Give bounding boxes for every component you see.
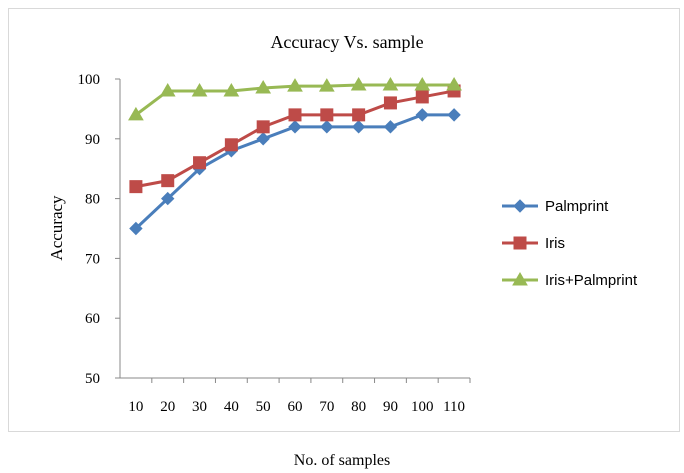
legend-swatch-marker [512,272,528,286]
data-point-palmprint [447,108,461,122]
legend-item-iris-palmprint: Iris+Palmprint [502,272,638,289]
legend-label: Palmprint [545,198,609,215]
x-tick-label: 40 [224,399,239,415]
data-point-iris [129,180,143,194]
data-point-iris-palmprint [159,82,176,97]
y-tick-label: 100 [78,72,101,88]
x-tick-label: 10 [128,399,143,415]
y-tick-label: 60 [85,311,100,327]
x-tick-label: 110 [443,399,465,415]
data-point-iris [352,108,366,122]
x-tick-label: 30 [192,399,207,415]
data-point-iris-palmprint [287,78,303,92]
x-tick-label: 100 [411,399,434,415]
data-point-palmprint [383,120,398,134]
x-tick-label: 60 [288,399,303,415]
y-tick-label: 80 [85,192,100,208]
data-point-iris-palmprint [446,76,462,91]
series-iris [129,84,461,194]
data-point-palmprint [351,120,366,134]
y-axis-label: Accuracy [47,195,66,261]
data-point-palmprint [256,132,270,146]
x-tick-label: 80 [351,399,366,415]
y-tick-label: 50 [85,371,100,387]
data-point-palmprint [161,191,175,206]
data-point-iris-palmprint [128,106,144,121]
legend-item-iris: Iris [502,235,565,252]
data-point-iris [161,174,175,188]
data-point-iris [383,96,397,110]
chart-title: Accuracy Vs. sample [270,32,423,52]
data-point-iris-palmprint [255,79,272,94]
data-point-iris-palmprint [318,78,335,92]
x-tick-label: 90 [383,399,398,415]
x-tick-label: 70 [319,399,334,415]
legend-label: Iris+Palmprint [545,272,638,289]
data-point-iris [288,108,302,122]
data-point-iris [193,156,207,170]
data-point-iris-palmprint [382,76,399,91]
legend-swatch-marker [513,236,527,250]
data-point-iris [320,108,334,122]
data-point-palmprint [415,108,429,122]
data-point-iris [415,90,429,104]
series-iris-palmprint [128,76,462,121]
y-tick-label: 90 [85,132,100,148]
data-point-iris-palmprint [350,76,367,91]
data-point-palmprint [129,221,143,236]
legend-label: Iris [545,235,565,252]
data-point-palmprint [288,120,302,134]
y-tick-label: 70 [85,251,100,267]
x-tick-label: 50 [256,399,271,415]
data-point-palmprint [320,120,334,134]
x-axis-label: No. of samples [293,452,391,469]
data-point-iris-palmprint [223,82,240,97]
data-point-iris [224,138,238,152]
legend-item-palmprint: Palmprint [502,198,609,215]
data-point-iris [256,120,270,134]
series-line-iris [135,89,455,189]
data-point-iris-palmprint [191,82,208,97]
data-point-iris-palmprint [414,76,431,91]
legend-swatch-marker [513,199,527,213]
series-palmprint [129,108,461,236]
x-tick-label: 20 [160,399,175,415]
